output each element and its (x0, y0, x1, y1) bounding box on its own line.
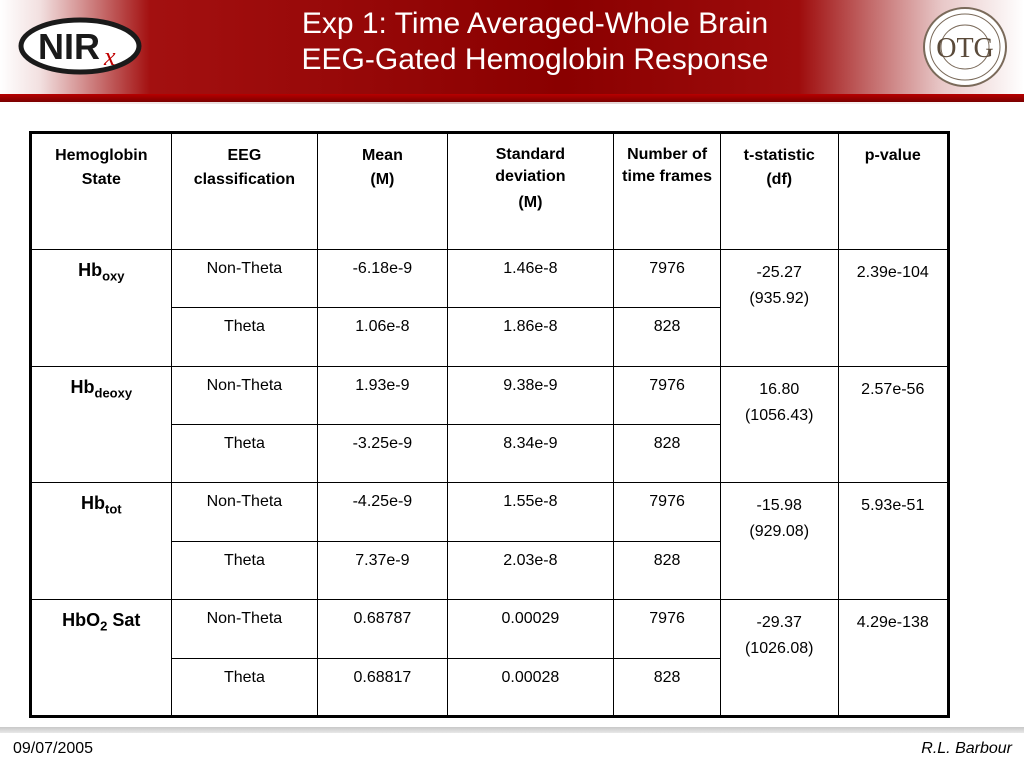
eeg-cell: Non-Theta (170, 482, 319, 542)
frames-cell: 828 (613, 540, 721, 601)
table-row: Hbtot Non-Theta -4.25e-9 1.55e-8 7976 -1… (30, 482, 950, 601)
table-row: HbO2 Sat Non-Theta 0.68787 0.00029 7976 … (30, 599, 950, 717)
header-banner (0, 0, 1024, 94)
header-mean: Mean (M) (317, 132, 448, 250)
table-header-row: Hemoglobin State EEG classification Mean (M… (30, 132, 950, 250)
eeg-cell: Non-Theta (170, 365, 319, 425)
sd-cell: 0.00028 (446, 657, 615, 718)
t-statistic-cell: -29.37 (1026.08) (719, 599, 839, 717)
p-value-cell: 2.39e-104 (837, 248, 950, 367)
mean-cell: -4.25e-9 (317, 482, 448, 542)
results-table: Hemoglobin State EEG classification Mean (M… (29, 131, 950, 718)
header-number-of-time-frames: Number of time frames (613, 132, 721, 250)
sd-cell: 1.46e-8 (446, 248, 615, 309)
frames-cell: 7976 (613, 248, 721, 309)
t-statistic-cell: 16.80 (1056.43) (719, 365, 839, 484)
eeg-cell: Theta (170, 540, 319, 601)
sd-cell: 1.55e-8 (446, 482, 615, 542)
footer-author: R.L. Barbour (921, 740, 1012, 757)
table-row: Hbdeoxy Non-Theta 1.93e-9 9.38e-9 7976 1… (30, 365, 950, 484)
svg-text:OTG: OTG (936, 33, 994, 64)
frames-cell: 7976 (613, 482, 721, 542)
p-value-cell: 5.93e-51 (837, 482, 950, 601)
eeg-cell: Theta (170, 423, 319, 484)
mean-cell: -6.18e-9 (317, 248, 448, 309)
sd-cell: 9.38e-9 (446, 365, 615, 425)
frames-cell: 7976 (613, 365, 721, 425)
eeg-cell: Theta (170, 307, 319, 367)
frames-cell: 828 (613, 307, 721, 367)
sd-cell: 0.00029 (446, 599, 615, 659)
slide-title: Exp 1: Time Averaged-Whole Brain EEG-Gat… (150, 6, 920, 78)
title-line-2: EEG-Gated Hemoglobin Response (301, 43, 769, 76)
mean-cell: 1.06e-8 (317, 307, 448, 367)
eeg-cell: Non-Theta (170, 599, 319, 659)
table-row: Theta -3.25e-9 8.34e-9 828 (31, 423, 949, 484)
sd-cell: 2.03e-8 (446, 540, 615, 601)
p-value-cell: 2.57e-56 (837, 365, 950, 484)
table-row: Theta 7.37e-9 2.03e-8 828 (31, 540, 949, 601)
header-standard-deviation: Standard deviation (M) (446, 132, 615, 250)
header-hemoglobin-state: Hemoglobin State (30, 132, 172, 250)
t-statistic-cell: -15.98 (929.08) (719, 482, 839, 601)
header-t-statistic: t-statistic (df) (719, 132, 839, 250)
mean-cell: 1.93e-9 (317, 365, 448, 425)
sd-cell: 1.86e-8 (446, 307, 615, 367)
svg-text:NIR: NIR (38, 26, 100, 67)
table-row: Theta 0.68817 0.00028 828 (31, 657, 949, 718)
sd-cell: 8.34e-9 (446, 423, 615, 484)
mean-cell: 7.37e-9 (317, 540, 448, 601)
svg-text:x: x (103, 42, 116, 71)
frames-cell: 828 (613, 423, 721, 484)
eeg-cell: Non-Theta (170, 248, 319, 309)
hemoglobin-state-cell: Hbdeoxy (30, 365, 172, 484)
footer-divider (0, 727, 1024, 733)
otg-seal-logo: OTG (923, 7, 1007, 87)
header-eeg-classification: EEG classification (170, 132, 319, 250)
p-value-cell: 4.29e-138 (837, 599, 950, 717)
header-divider (0, 94, 1024, 102)
t-statistic-cell: -25.27 (935.92) (719, 248, 839, 367)
mean-cell: 0.68787 (317, 599, 448, 659)
eeg-cell: Theta (170, 657, 319, 718)
hemoglobin-state-cell: HbO2 Sat (30, 599, 172, 717)
footer-date: 09/07/2005 (13, 740, 94, 757)
nirx-logo: NIR x (18, 17, 142, 75)
table-row: Hboxy Non-Theta -6.18e-9 1.46e-8 7976 -2… (30, 248, 950, 367)
hemoglobin-state-cell: Hbtot (30, 482, 172, 601)
title-line-1: Exp 1: Time Averaged-Whole Brain (301, 7, 769, 40)
hemoglobin-state-cell: Hboxy (30, 248, 172, 367)
header-divider-shadow (0, 102, 1024, 104)
frames-cell: 7976 (613, 599, 721, 659)
mean-cell: 0.68817 (317, 657, 448, 718)
mean-cell: -3.25e-9 (317, 423, 448, 484)
header-p-value: p-value (837, 132, 950, 250)
frames-cell: 828 (613, 657, 721, 718)
